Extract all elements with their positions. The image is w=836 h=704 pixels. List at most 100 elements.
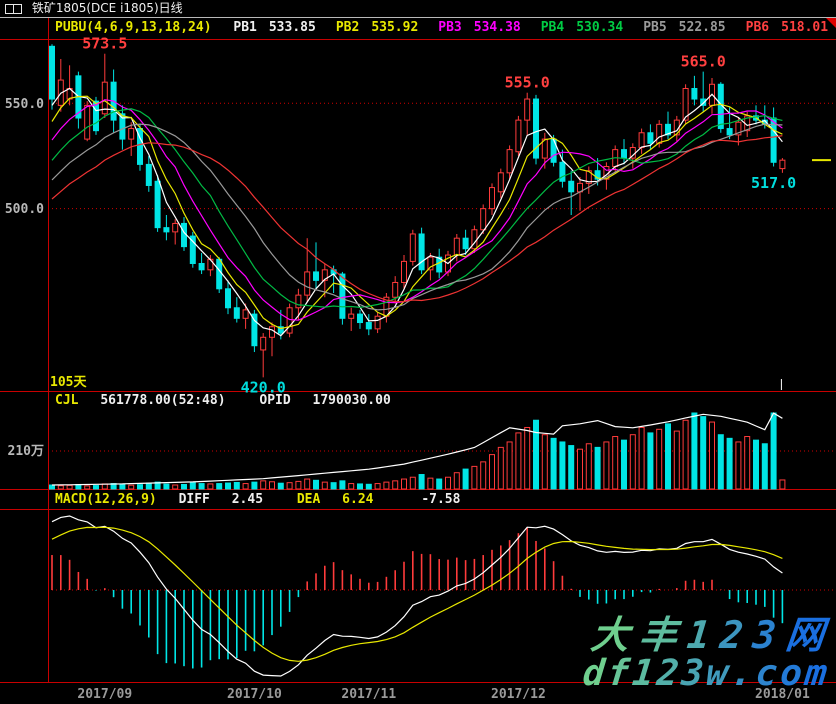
- volume-bar-up: [524, 426, 531, 490]
- volume-bar-up: [57, 485, 64, 490]
- volume-bar-down: [726, 437, 733, 490]
- candle-body-down: [154, 180, 161, 229]
- volume-panel-header: CJL 561778.00(52:48) OPID 1790030.00: [55, 393, 391, 408]
- volume-bar-down: [621, 439, 627, 490]
- volume-bar-up: [603, 441, 610, 490]
- volume-bar-up: [453, 472, 460, 490]
- dea-label: DEA: [296, 492, 321, 507]
- price-annotation: 420.0: [241, 378, 286, 396]
- dea-value: 6.24: [342, 492, 374, 507]
- candle-body-down: [418, 233, 425, 271]
- time-axis-label: 2017/11: [341, 687, 396, 702]
- candle-body-down: [533, 98, 539, 159]
- volume-bar-up: [84, 485, 91, 490]
- candle-body-down: [691, 87, 698, 100]
- volume-axis-label: 210万: [8, 444, 44, 459]
- pb-entry-value: 518.01: [781, 20, 829, 35]
- pb-entry-value: 535.92: [371, 20, 419, 35]
- candle-body-down: [726, 128, 733, 136]
- candle-body-up: [524, 98, 531, 121]
- pubu-values: PB1 533.85 PB2 535.92 PB3 534.38 PB4 530.34 PB5 5…: [233, 20, 836, 35]
- volume-bar-up: [471, 465, 478, 490]
- volume-bar-down: [550, 437, 557, 490]
- candle-body-up: [453, 237, 460, 256]
- candle-body-down: [594, 170, 601, 180]
- volume-bar-up: [383, 481, 390, 490]
- pb-entry: PB5 522.85: [643, 20, 725, 35]
- candle-body-up: [497, 172, 504, 193]
- pubu-ma-line-6: [51, 135, 783, 303]
- candle-body-down: [339, 273, 346, 319]
- price-axis-label: 550.0: [5, 97, 44, 112]
- volume-bar-down: [594, 446, 601, 490]
- volume-bar-up: [172, 484, 179, 490]
- volume-bar-down: [339, 480, 346, 490]
- time-axis-label: 2018/01: [755, 687, 810, 702]
- volume-bar-down: [647, 432, 654, 490]
- pb-entry: PB2 535.92: [336, 20, 418, 35]
- opid-line: [51, 412, 783, 486]
- volume-bar-up: [709, 421, 715, 490]
- pb-entry-value: 530.34: [576, 20, 624, 35]
- price-annotation: 565.0: [681, 53, 726, 71]
- opid-value: 1790030.00: [312, 393, 391, 408]
- volume-bar-up: [242, 483, 249, 490]
- volume-bar-down: [225, 482, 231, 490]
- period-label: 105天: [50, 375, 87, 390]
- candle-body-down: [198, 262, 205, 271]
- candle-body-up: [656, 123, 663, 144]
- pb-entry-label: PB4: [540, 20, 565, 35]
- macd-label: MACD(12,26,9): [55, 492, 157, 507]
- volume-bar-up: [612, 436, 619, 490]
- volume-bar-up: [269, 481, 275, 490]
- candle-body-up: [348, 313, 355, 319]
- volume-bar-down: [559, 441, 566, 490]
- volume-bar-up: [295, 480, 302, 490]
- pb-entry-value: 522.85: [678, 20, 726, 35]
- candle-body-down: [49, 45, 55, 100]
- price-annotation: 517.0: [751, 174, 796, 192]
- candle-body-up: [84, 104, 91, 140]
- pb-entry-label: PB1: [233, 20, 257, 35]
- volume-bar-down: [691, 412, 698, 490]
- volume-bar-down: [181, 483, 187, 490]
- volume-bar-down: [770, 412, 777, 490]
- candle-body-down: [277, 326, 284, 334]
- watermark-char: 3: [750, 613, 789, 657]
- volume-bar-down: [277, 482, 284, 490]
- price-annotation: 555.0: [505, 74, 550, 92]
- candle-body-up: [506, 149, 513, 174]
- pubu-indicator-name: PUBU(4,6,9,13,18,24): [55, 20, 212, 35]
- candle-body-down: [462, 237, 469, 250]
- pb-entry-label: PB2: [335, 20, 360, 35]
- candle-body-down: [137, 128, 143, 165]
- volume-bar-up: [480, 461, 487, 490]
- watermark-char: 网: [783, 613, 836, 657]
- pubu-ma-line-1: [51, 87, 783, 337]
- candle-body-down: [119, 113, 126, 140]
- candle-body-up: [374, 315, 381, 330]
- time-axis-label: 2017/09: [77, 687, 132, 702]
- window-link-icon: [5, 0, 22, 17]
- opid-label: OPID: [259, 393, 291, 408]
- watermark: 大丰123网 df123w.com: [581, 613, 836, 694]
- candle-body-up: [585, 170, 592, 184]
- macd-dea-line: [51, 526, 783, 662]
- volume-bar-up: [489, 454, 495, 490]
- volume-bar-up: [260, 480, 267, 490]
- volume-bar-up: [506, 441, 513, 490]
- watermark-char: m: [803, 653, 833, 694]
- pb-entry: PB6 518.01: [746, 20, 828, 35]
- candle-body-down: [233, 307, 240, 319]
- pb-entry-value: 534.38: [473, 20, 521, 35]
- volume-bar-up: [682, 419, 689, 490]
- watermark-char: 1: [684, 613, 723, 657]
- volume-bar-down: [462, 468, 469, 490]
- volume-bar-up: [401, 478, 407, 490]
- candle-body-up: [304, 271, 311, 296]
- volume-bar-up: [445, 476, 451, 490]
- candle-body-up: [286, 307, 293, 334]
- candle-body-up: [172, 222, 179, 233]
- title-bar: 铁矿1805(DCE i1805)日线: [0, 0, 836, 18]
